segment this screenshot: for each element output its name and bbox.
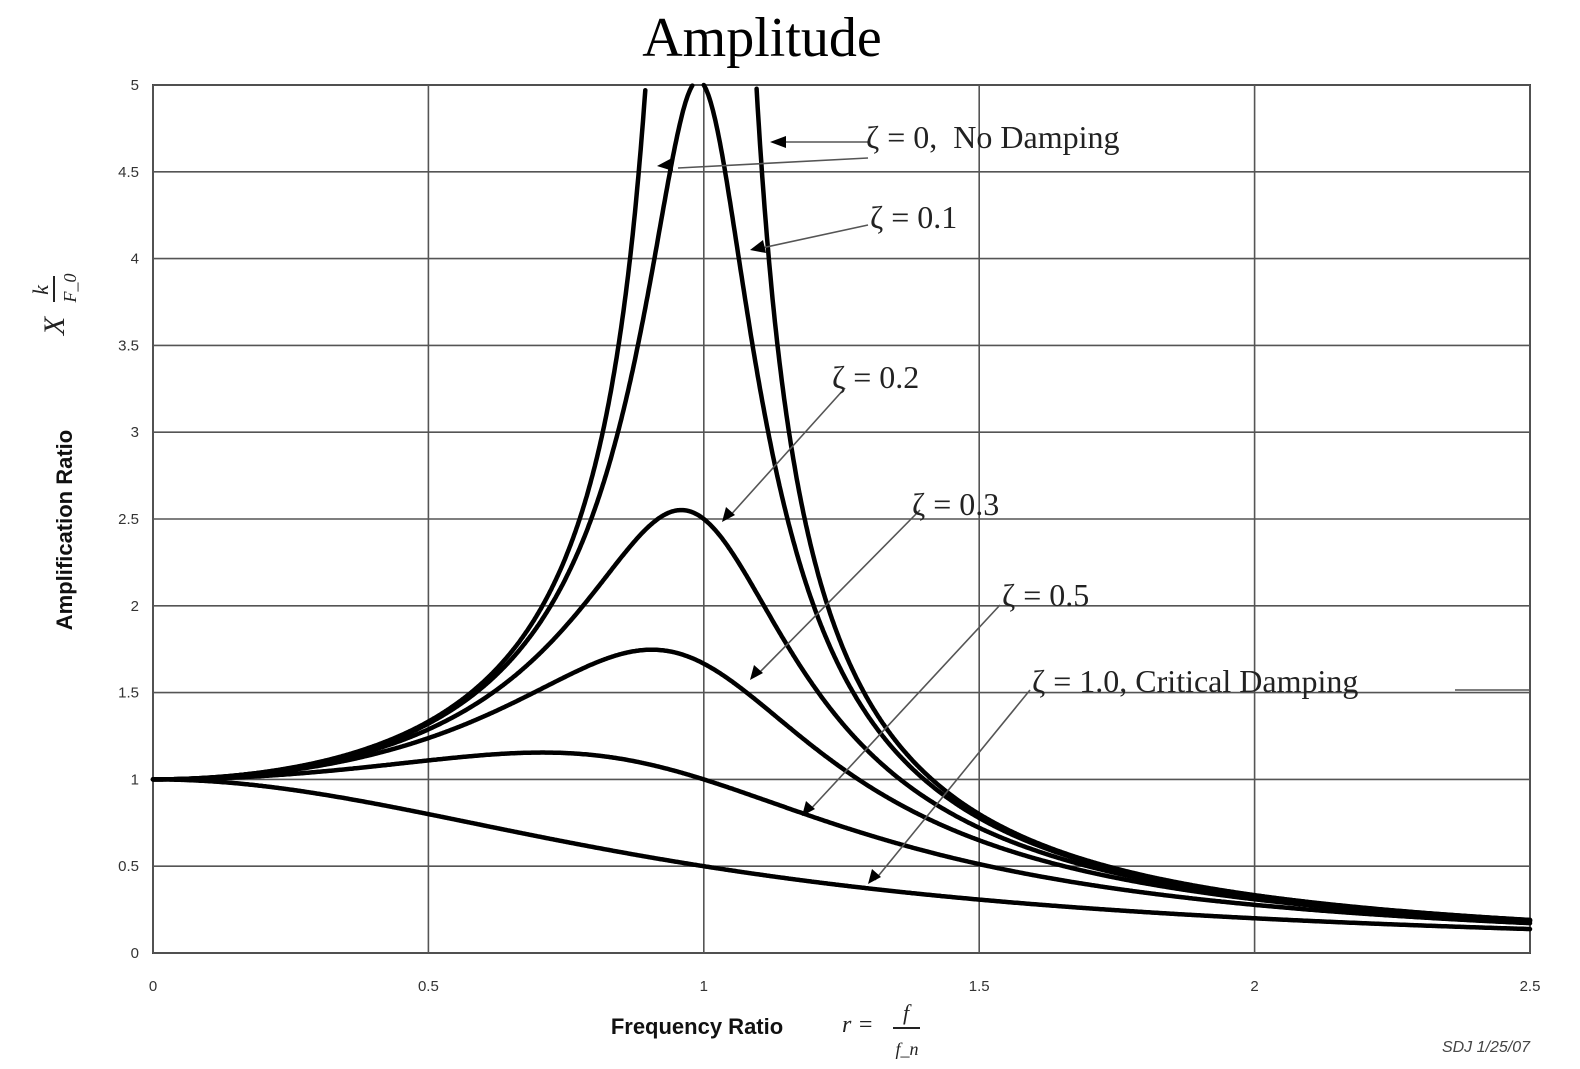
leader-zeta-1-0 bbox=[874, 689, 1031, 881]
arrowhead-zeta-0-3 bbox=[750, 665, 763, 680]
chart-title: Amplitude bbox=[642, 7, 882, 69]
arrowhead-zeta-0 bbox=[770, 136, 786, 148]
curve-zeta-0-2 bbox=[150, 507, 1533, 923]
x-tick-label: 1.5 bbox=[969, 978, 990, 995]
y-tick-label: 4 bbox=[131, 251, 139, 268]
y-tick-label: 1 bbox=[131, 771, 139, 788]
arrowhead-zeta-0-b bbox=[657, 158, 673, 171]
date-stamp: SDJ 1/25/07 bbox=[1442, 1039, 1531, 1056]
curve-zeta-1 bbox=[150, 777, 1533, 932]
curve-zeta-0-5 bbox=[150, 750, 1533, 926]
y-tick-label: 2.5 bbox=[118, 511, 139, 528]
leader-zeta-0-3 bbox=[755, 509, 921, 677]
arrowhead-zeta-0-1 bbox=[750, 240, 766, 253]
y-formula-x: X bbox=[38, 315, 71, 336]
leader-zeta-0-5 bbox=[807, 604, 1001, 813]
y-tick-label: 3.5 bbox=[118, 337, 139, 354]
curve-zeta-0-3 bbox=[150, 647, 1533, 924]
y-formula-num: k bbox=[28, 284, 53, 295]
y-tick-label: 4.5 bbox=[118, 164, 139, 181]
y-axis-label-group: Amplification Ratio bbox=[52, 430, 77, 630]
x-tick-label: 1 bbox=[700, 978, 708, 995]
leader-zeta-0-2 bbox=[727, 387, 846, 519]
x-tick-label: 0.5 bbox=[418, 978, 439, 995]
curve-zeta-0-1 bbox=[701, 82, 1533, 923]
x-formula-num: f bbox=[903, 1000, 912, 1025]
x-formula-lhs: r = bbox=[842, 1012, 874, 1038]
annotation-leaders bbox=[677, 141, 1530, 881]
x-tick-label: 2 bbox=[1250, 978, 1258, 995]
annotation-zeta-0-2: ζ = 0.2 bbox=[832, 359, 919, 395]
arrowhead-zeta-0-5 bbox=[802, 801, 815, 816]
y-axis-label: Amplification Ratio bbox=[52, 430, 77, 630]
x-axis-label: Frequency Ratio bbox=[611, 1014, 783, 1039]
y-tick-label: 5 bbox=[131, 77, 139, 94]
annotation-zeta-0-1: ζ = 0.1 bbox=[870, 199, 957, 235]
y-tick-label: 0 bbox=[131, 945, 139, 962]
arrowhead-zeta-0-2 bbox=[722, 507, 735, 522]
x-axis-formula: r = f f_n bbox=[842, 1000, 920, 1059]
leader-zeta-0-1 bbox=[761, 224, 869, 249]
annotation-zeta-0: ζ = 0, No Damping bbox=[866, 119, 1120, 155]
y-tick-label: 1.5 bbox=[118, 685, 139, 702]
response-curves bbox=[150, 82, 1533, 932]
annotation-zeta-1-0: ζ = 1.0, Critical Damping bbox=[1032, 663, 1358, 699]
annotation-zeta-0-5: ζ = 0.5 bbox=[1002, 577, 1089, 613]
y-tick-label: 2 bbox=[131, 598, 139, 615]
leader-zeta-0-b bbox=[677, 157, 869, 169]
y-tick-label: 0.5 bbox=[118, 858, 139, 875]
y-formula-den: F_0 bbox=[60, 274, 80, 304]
annotation-zeta-0-3: ζ = 0.3 bbox=[912, 486, 999, 522]
x-tick-label: 2.5 bbox=[1520, 978, 1541, 995]
annotation-arrowheads bbox=[657, 136, 881, 884]
arrowhead-zeta-1-0 bbox=[868, 869, 881, 884]
x-tick-label: 0 bbox=[149, 978, 157, 995]
grid bbox=[152, 84, 1531, 954]
y-axis-formula: X k F_0 bbox=[28, 274, 80, 337]
x-formula-den: f_n bbox=[895, 1039, 918, 1059]
y-tick-label: 3 bbox=[131, 424, 139, 441]
tick-labels: 0 0.5 1 1.5 2 2.5 3 3.5 4 4.5 5 0 0.5 1 1.5 2 2.5 bbox=[118, 77, 1540, 995]
